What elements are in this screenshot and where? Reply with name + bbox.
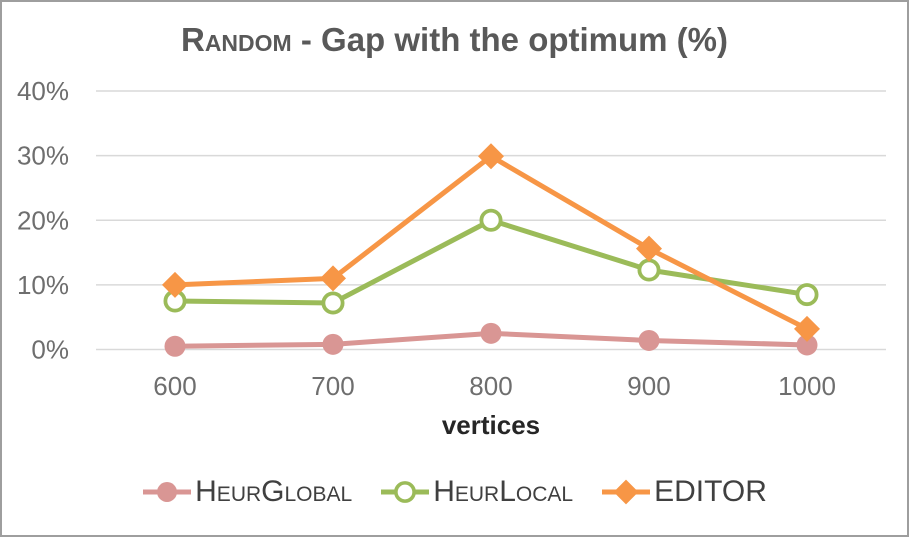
plot-area: 0% 10% 20% 30% 40% 600 700 800 900 1000: [17, 76, 886, 401]
marker-circle-open: [479, 208, 503, 232]
y-tick-label: 30%: [17, 141, 69, 171]
y-tick-label: 20%: [17, 205, 69, 235]
legend-item-heurglobal: HeurGlobal: [142, 472, 352, 512]
x-tick-label: 700: [311, 371, 354, 401]
marker-circle-open: [321, 291, 345, 315]
y-tick-label: 40%: [17, 76, 69, 106]
legend-label-heurlocal: HeurLocal: [433, 475, 574, 508]
legend-item-editor: EDITOR: [601, 472, 767, 512]
marker-circle-open: [394, 481, 417, 503]
x-tick-label: 900: [627, 371, 670, 401]
marker-diamond: [320, 265, 346, 292]
marker-diamond: [794, 315, 820, 342]
marker-diamond: [162, 271, 188, 298]
legend: HeurGlobal HeurLocal EDITOR: [2, 472, 907, 512]
legend-label-heurglobal: HeurGlobal: [195, 475, 353, 508]
y-tick-label: 0%: [31, 335, 69, 365]
x-tick-label: 600: [153, 371, 196, 401]
marker-diamond: [478, 143, 504, 170]
y-tick-label: 10%: [17, 270, 69, 300]
x-axis-title: vertices: [441, 410, 541, 440]
marker-circle-open: [637, 258, 661, 282]
chart-title-prefix: Random: [180, 21, 292, 58]
marker-diamond: [613, 479, 639, 505]
marker-circle-filled: [638, 329, 660, 351]
x-tick-label: 800: [469, 371, 512, 401]
chart-title-rest: - Gap with the optimum (%): [291, 21, 729, 58]
legend-label-editor: EDITOR: [654, 475, 767, 508]
marker-circle-filled: [164, 335, 186, 357]
legend-marker-circle-filled-icon: [143, 482, 192, 502]
legend-marker-diamond-icon: [602, 479, 651, 505]
marker-circle-filled: [480, 322, 502, 344]
marker-circle-filled: [796, 334, 818, 356]
marker-circle-filled: [157, 482, 178, 502]
marker-circle-open: [795, 283, 819, 307]
legend-item-heurlocal: HeurLocal: [380, 472, 573, 512]
marker-diamond: [636, 235, 662, 262]
legend-marker-circle-open-icon: [381, 481, 430, 503]
series-line-heurlocal: [172, 217, 810, 306]
chart-title: Random - Gap with the optimum (%): [2, 20, 907, 60]
marker-circle-filled: [322, 333, 344, 355]
x-tick-label: 1000: [778, 371, 836, 401]
